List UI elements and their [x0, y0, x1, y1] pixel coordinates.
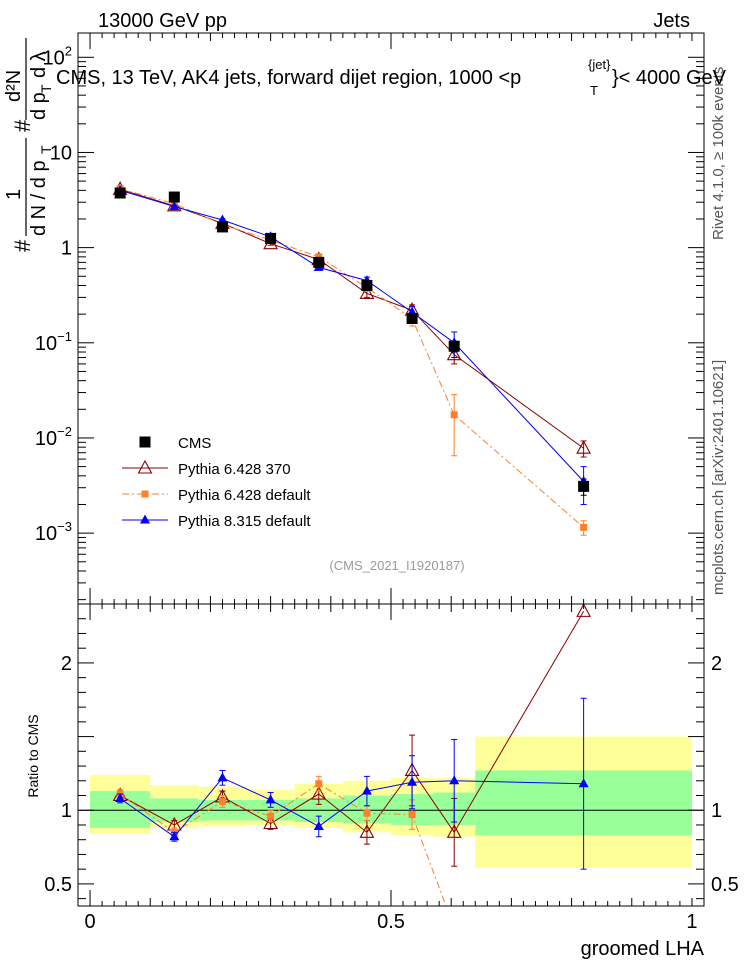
legend-marker: [137, 459, 153, 474]
main-point: [359, 285, 375, 299]
main-ytick-label: 10−1: [35, 329, 72, 355]
title-sub: T: [590, 83, 598, 98]
ratio-point: [313, 820, 324, 830]
ratio-ytick-label-right: 1: [711, 800, 722, 822]
ratio-point: [446, 824, 462, 838]
ratio-point: [265, 794, 276, 804]
main-point: [168, 191, 180, 203]
ratio-point: [115, 792, 126, 802]
ylabel-den-sub: T: [38, 145, 54, 154]
ratio-ytick-label-left: 0.5: [44, 874, 72, 896]
title-sup: {jet}: [588, 57, 611, 72]
ylabel-hash-2: #: [10, 119, 35, 132]
ylabel-den2-sub: T: [38, 84, 54, 93]
main-series-3: [115, 184, 589, 505]
header-left: 13000 GeV pp: [98, 10, 227, 32]
main-point: [361, 279, 373, 291]
title-main: CMS, 13 TeV, AK4 jets, forward dijet reg…: [56, 67, 521, 89]
ratio-point: [315, 780, 323, 788]
ratio-xtick-label: 1: [686, 911, 697, 933]
main-ylabel: # 1 d N / d p T # d²N d p T d λ: [3, 38, 54, 252]
ylabel-num2: d²N: [3, 70, 25, 102]
main-panel: 10−3 10−2 10−1 1 10 102: [35, 32, 705, 605]
ratio-xlabel: groomed LHA: [581, 938, 705, 960]
legend-marker: [141, 490, 149, 498]
sidebar-mcplots: mcplots.cern.ch [arXiv:2401.10621]: [710, 360, 727, 595]
main-point: [315, 253, 323, 261]
main-point: [216, 221, 228, 233]
ratio-series-2: [115, 697, 589, 870]
ratio-ytick-label-left: 2: [61, 653, 72, 675]
main-plot-frame: [77, 32, 705, 605]
main-series-0: [114, 187, 590, 496]
title-end: }< 4000 GeV: [612, 67, 727, 89]
main-ytick-label: 1: [61, 238, 72, 260]
ratio-point: [576, 603, 592, 617]
main-ytick-label: 10−2: [35, 424, 72, 450]
ratio-panel: 0.5 0.5 1 1 2 2 0 0.5 1: [44, 603, 739, 933]
ylabel-den2: d p: [28, 92, 50, 120]
legend-marker: [139, 436, 151, 448]
main-point: [446, 346, 462, 361]
ratio-point: [218, 797, 226, 805]
main-point: [265, 232, 277, 244]
legend-marker: [140, 514, 150, 524]
ratio-point: [217, 772, 228, 782]
ratio-point: [361, 785, 372, 795]
legend-label: Pythia 6.428 370: [178, 461, 291, 478]
main-ytick-label: 10−3: [35, 519, 72, 545]
main-ytick-label: 10: [50, 142, 72, 164]
ratio-ytick-label-right: 0.5: [711, 874, 739, 896]
ratio-point: [449, 775, 460, 785]
main-ytick-label: 102: [43, 43, 72, 69]
main-point: [406, 313, 418, 324]
legend-label: CMS: [178, 435, 211, 452]
main-point: [169, 201, 180, 211]
ratio-ylabel: Ratio to CMS: [25, 714, 41, 797]
ylabel-num: 1: [3, 189, 25, 200]
main-series-1: [112, 181, 592, 458]
main-point: [580, 523, 588, 531]
ratio-xtick-label: 0: [84, 911, 95, 933]
ratio-point: [359, 824, 375, 838]
ratio-point: [263, 815, 279, 830]
main-point: [450, 411, 458, 419]
main-point: [114, 187, 126, 199]
ratio-point: [267, 812, 275, 820]
ratio-point: [408, 811, 416, 819]
legend-label: Pythia 8.315 default: [178, 513, 311, 530]
sidebar-rivet: Rivet 4.1.0, ≥ 100k events: [710, 67, 727, 240]
ylabel-den-a: d N / d p: [28, 160, 50, 236]
ratio-xtick-label: 0.5: [377, 911, 405, 933]
main-series-2: [116, 185, 588, 536]
main-point: [448, 340, 460, 352]
legend-label: Pythia 6.428 default: [178, 487, 311, 504]
ratio-point: [169, 831, 180, 841]
header-right: Jets: [653, 10, 690, 32]
ratio-point: [578, 778, 589, 788]
ratio-ytick-label-left: 1: [61, 800, 72, 822]
ratio-ytick-label-right: 2: [711, 653, 722, 675]
ratio-point: [311, 785, 327, 800]
main-point: [313, 256, 325, 268]
main-point: [217, 214, 228, 224]
ylabel-hash-1: #: [10, 239, 35, 252]
ratio-point: [363, 809, 371, 817]
main-series-line: [119, 188, 584, 449]
chart-title: CMS, 13 TeV, AK4 jets, forward dijet reg…: [56, 57, 727, 98]
ylabel-den2-end: d λ: [28, 51, 50, 78]
main-point: [578, 480, 590, 492]
ratio-point: [407, 776, 418, 786]
main-point: [576, 440, 592, 454]
analysis-tag: (CMS_2021_I1920187): [329, 558, 464, 573]
legend: CMS Pythia 6.428 370 Pythia 6.428 default P…: [122, 435, 311, 530]
